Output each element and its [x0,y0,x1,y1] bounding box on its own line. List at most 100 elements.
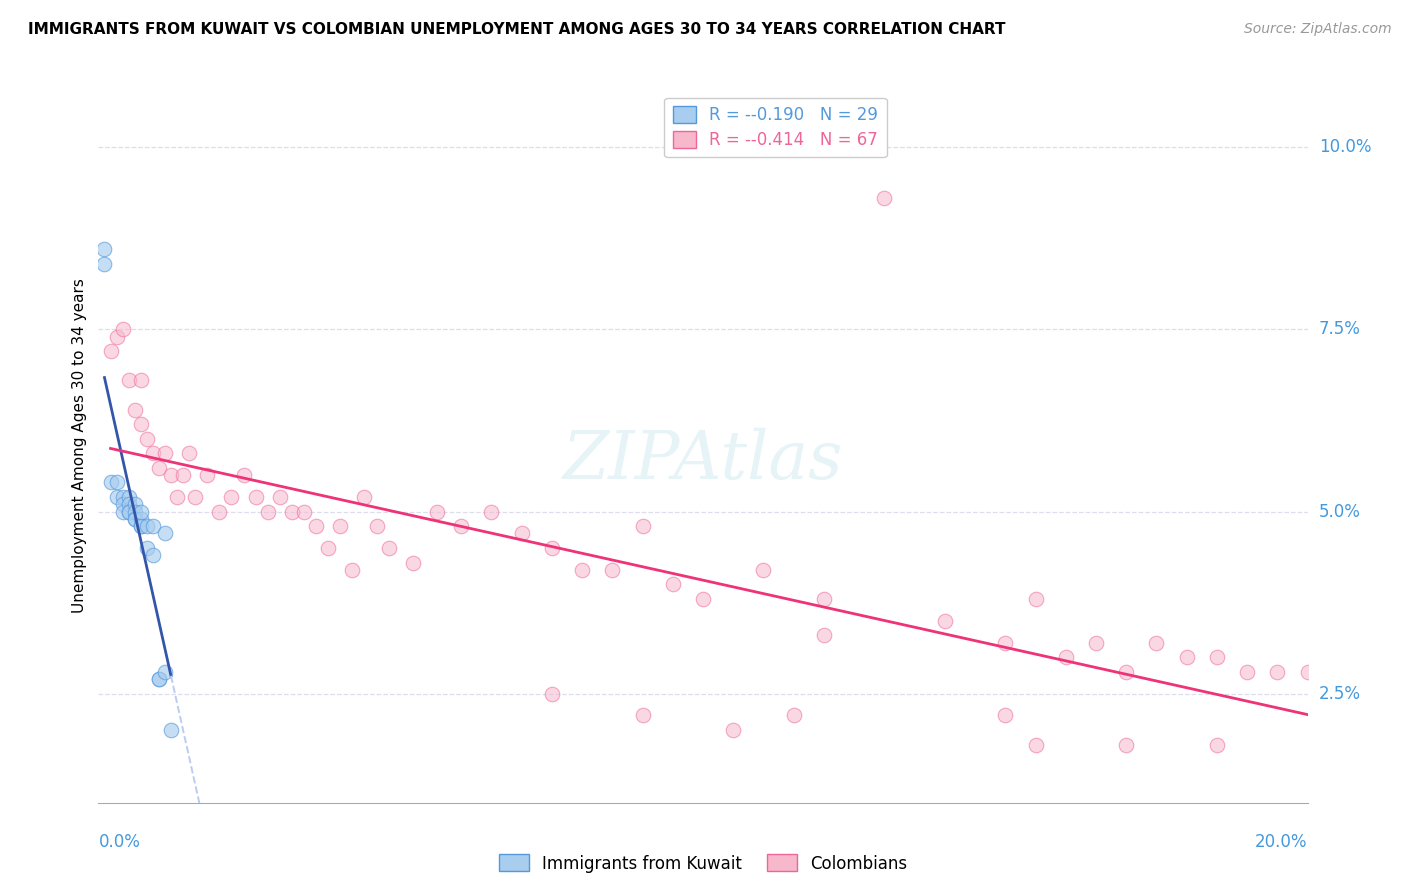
Legend: Immigrants from Kuwait, Colombians: Immigrants from Kuwait, Colombians [492,847,914,880]
Point [172,468,194,483]
Point [602,563,624,577]
Point [232,468,254,483]
Point [129,519,152,533]
Y-axis label: Unemployment Among Ages 30 to 34 years: Unemployment Among Ages 30 to 34 years [72,278,87,614]
Point [571,563,593,577]
Point [934,614,956,628]
Point [118,504,141,518]
Point [142,548,165,562]
Point [1296,665,1319,679]
Point [111,497,134,511]
Point [631,519,654,533]
Point [481,504,503,518]
Text: 10.0%: 10.0% [1319,138,1371,156]
Point [118,504,141,518]
Point [510,526,533,541]
Point [782,708,804,723]
Point [111,490,134,504]
Point [1024,591,1046,606]
Point [129,512,152,526]
Point [129,519,152,533]
Point [342,563,364,577]
Point [1206,738,1229,752]
Text: 5.0%: 5.0% [1319,502,1361,521]
Point [1265,665,1288,679]
Point [118,374,141,388]
Point [1115,665,1137,679]
Point [135,432,157,446]
Point [93,243,115,257]
Point [721,723,744,737]
Point [292,504,315,518]
Text: IMMIGRANTS FROM KUWAIT VS COLOMBIAN UNEMPLOYMENT AMONG AGES 30 TO 34 YEARS CORRE: IMMIGRANTS FROM KUWAIT VS COLOMBIAN UNEM… [28,22,1005,37]
Point [153,526,176,541]
Point [148,672,170,686]
Point [142,519,165,533]
Point [1175,650,1198,665]
Text: Source: ZipAtlas.com: Source: ZipAtlas.com [1244,22,1392,37]
Point [994,708,1017,723]
Point [124,402,146,417]
Text: 7.5%: 7.5% [1319,320,1361,338]
Point [752,563,775,577]
Point [692,591,714,606]
Point [160,468,183,483]
Point [148,672,170,686]
Point [100,475,122,490]
Point [377,541,399,555]
Point [1236,665,1258,679]
Point [160,723,183,737]
Point [124,512,146,526]
Point [353,490,375,504]
Point [124,504,146,518]
Point [177,446,201,460]
Legend: R = --0.190   N = 29, R = --0.414   N = 67: R = --0.190 N = 29, R = --0.414 N = 67 [665,97,887,157]
Point [994,635,1017,649]
Point [316,541,339,555]
Point [281,504,304,518]
Point [105,330,128,344]
Point [426,504,449,518]
Point [142,446,165,460]
Point [208,504,231,518]
Point [1144,635,1167,649]
Text: ZIPAtlas: ZIPAtlas [562,427,844,493]
Point [105,490,128,504]
Point [111,504,134,518]
Point [1024,738,1046,752]
Point [124,512,146,526]
Point [221,490,243,504]
Text: 20.0%: 20.0% [1256,833,1308,851]
Point [153,665,176,679]
Point [1115,738,1137,752]
Point [153,446,176,460]
Point [195,468,218,483]
Text: 0.0%: 0.0% [98,833,141,851]
Point [118,490,141,504]
Point [329,519,352,533]
Point [118,497,141,511]
Point [105,475,128,490]
Point [450,519,472,533]
Point [1206,650,1229,665]
Point [1054,650,1077,665]
Point [305,519,328,533]
Point [661,577,683,591]
Point [129,417,152,432]
Point [269,490,291,504]
Point [111,322,134,336]
Point [540,541,562,555]
Point [631,708,654,723]
Point [93,257,115,271]
Point [873,191,896,205]
Point [1085,635,1108,649]
Point [813,628,835,642]
Point [148,460,170,475]
Point [135,519,157,533]
Point [166,490,188,504]
Text: 2.5%: 2.5% [1319,684,1361,703]
Point [184,490,207,504]
Point [129,374,152,388]
Point [813,591,835,606]
Point [135,541,157,555]
